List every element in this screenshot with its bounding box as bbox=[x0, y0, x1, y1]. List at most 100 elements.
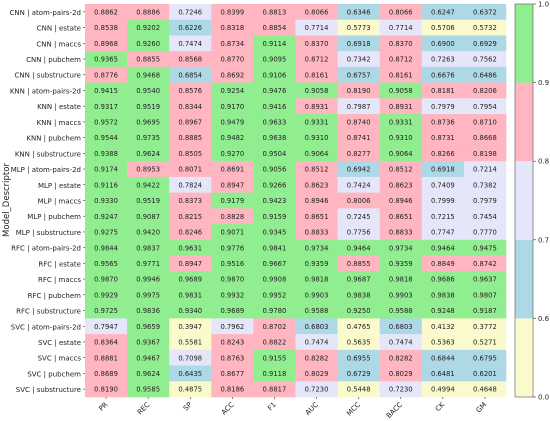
heatmap-cell bbox=[421, 161, 465, 178]
cell-value: 0.6942 bbox=[347, 166, 371, 174]
cell-value: 0.9504 bbox=[263, 150, 287, 158]
cell-value: 0.6918 bbox=[431, 166, 455, 174]
cell-value: 0.9516 bbox=[220, 260, 244, 268]
cell-value: 0.8833 bbox=[305, 229, 329, 237]
heatmap-cell bbox=[127, 239, 170, 256]
cell-value: 0.9468 bbox=[136, 71, 160, 79]
heatmap-cell bbox=[421, 271, 465, 288]
cell-value: 0.9388 bbox=[94, 150, 118, 158]
row-label: RFC | substructure bbox=[16, 308, 81, 316]
cell-value: 0.9310 bbox=[389, 134, 413, 142]
cell-value: 0.8736 bbox=[431, 119, 455, 127]
row-label: RFC | maccs bbox=[38, 276, 81, 284]
cell-value: 0.9540 bbox=[136, 87, 160, 95]
cell-value: 0.8364 bbox=[94, 339, 118, 347]
heatmap-cell bbox=[295, 35, 338, 52]
colorbar-tick-label: 0.9 bbox=[538, 79, 549, 87]
cell-value: 0.7409 bbox=[431, 181, 455, 189]
heatmap-cell bbox=[337, 255, 380, 272]
column-label: GM bbox=[475, 401, 489, 415]
heatmap-cell bbox=[295, 349, 338, 366]
heatmap-cell bbox=[169, 302, 212, 319]
cell-value: 0.9929 bbox=[94, 291, 118, 299]
cell-value: 0.9475 bbox=[473, 244, 497, 252]
cell-value: 0.8967 bbox=[178, 119, 202, 127]
cell-value: 0.9476 bbox=[263, 87, 287, 95]
heatmap-cell bbox=[253, 98, 296, 115]
heatmap-cell bbox=[337, 129, 380, 146]
row-label: MLP | maccs bbox=[38, 198, 82, 206]
row-label: MLP | pubchem bbox=[27, 213, 81, 221]
cell-value: 0.6854 bbox=[178, 71, 202, 79]
heatmap-cell bbox=[127, 365, 170, 382]
colorbar-tick-label: 1.0 bbox=[538, 1, 549, 9]
heatmap-cell bbox=[211, 349, 254, 366]
cell-value: 0.7214 bbox=[473, 166, 497, 174]
cell-value: 0.7454 bbox=[473, 213, 497, 221]
heatmap-cell bbox=[253, 224, 296, 241]
cell-value: 0.9114 bbox=[263, 40, 287, 48]
heatmap-cell bbox=[463, 318, 507, 335]
heatmap-cell bbox=[127, 255, 170, 272]
heatmap-cell bbox=[421, 98, 465, 115]
cell-value: 0.9482 bbox=[220, 134, 244, 142]
heatmap-cell bbox=[211, 145, 254, 162]
cell-value: 0.5581 bbox=[178, 339, 202, 347]
heatmap-cell bbox=[337, 224, 380, 241]
heatmap-cell bbox=[379, 208, 423, 225]
cell-value: 0.9266 bbox=[263, 181, 287, 189]
cell-value: 0.9735 bbox=[136, 134, 160, 142]
cell-value: 0.9174 bbox=[94, 166, 118, 174]
heatmap-cell bbox=[379, 224, 423, 241]
cell-value: 0.9420 bbox=[136, 229, 160, 237]
cell-value: 0.7947 bbox=[94, 323, 118, 331]
cell-value: 0.8763 bbox=[220, 354, 244, 362]
cell-value: 0.3772 bbox=[473, 323, 497, 331]
cell-value: 0.9624 bbox=[136, 370, 160, 378]
cell-value: 0.9588 bbox=[305, 307, 329, 315]
row-label: CNN | atom-pairs-2d bbox=[10, 9, 81, 17]
cell-value: 0.8399 bbox=[220, 8, 244, 16]
cell-value: 0.6226 bbox=[178, 24, 202, 32]
cell-value: 0.8651 bbox=[305, 213, 329, 221]
heatmap-cell bbox=[253, 239, 296, 256]
heatmap-cell bbox=[463, 161, 507, 178]
cell-value: 0.7098 bbox=[178, 354, 202, 362]
heatmap-cell bbox=[253, 51, 296, 68]
cell-value: 0.6757 bbox=[347, 71, 371, 79]
row-label: KNN | maccs bbox=[37, 119, 82, 127]
heatmap-cell bbox=[85, 161, 128, 178]
cell-value: 0.5732 bbox=[473, 24, 497, 32]
heatmap-cell bbox=[421, 334, 465, 351]
heatmap-cell bbox=[295, 129, 338, 146]
heatmap-cell bbox=[211, 208, 254, 225]
heatmap-cell bbox=[337, 98, 380, 115]
heatmap-cell bbox=[379, 381, 423, 398]
heatmap-cell bbox=[463, 4, 507, 21]
heatmap-cell bbox=[463, 334, 507, 351]
heatmap-cell bbox=[337, 381, 380, 398]
cell-value: 0.9638 bbox=[263, 134, 287, 142]
row-label: KNN | atom-pairs-2d bbox=[10, 87, 81, 95]
cell-value: 0.7382 bbox=[473, 181, 497, 189]
cell-value: 0.8702 bbox=[263, 323, 287, 331]
cell-value: 0.9064 bbox=[305, 150, 329, 158]
heatmap-cell bbox=[127, 82, 170, 99]
heatmap-cell bbox=[463, 35, 507, 52]
heatmap-cell bbox=[295, 224, 338, 241]
heatmap-cell bbox=[253, 318, 296, 335]
heatmap-cell bbox=[295, 192, 338, 209]
heatmap-cell bbox=[211, 98, 254, 115]
heatmap-cell bbox=[211, 302, 254, 319]
heatmap-cell bbox=[169, 255, 212, 272]
heatmap-cell bbox=[421, 365, 465, 382]
heatmap-cell bbox=[85, 239, 128, 256]
cell-value: 0.9631 bbox=[178, 244, 202, 252]
heatmap-cell bbox=[169, 365, 212, 382]
heatmap-cell bbox=[337, 334, 380, 351]
heatmap-cell bbox=[379, 4, 423, 21]
cell-value: 0.9841 bbox=[263, 244, 287, 252]
cell-value: 0.8576 bbox=[178, 87, 202, 95]
heatmap-cell bbox=[127, 35, 170, 52]
heatmap-cell bbox=[295, 239, 338, 256]
